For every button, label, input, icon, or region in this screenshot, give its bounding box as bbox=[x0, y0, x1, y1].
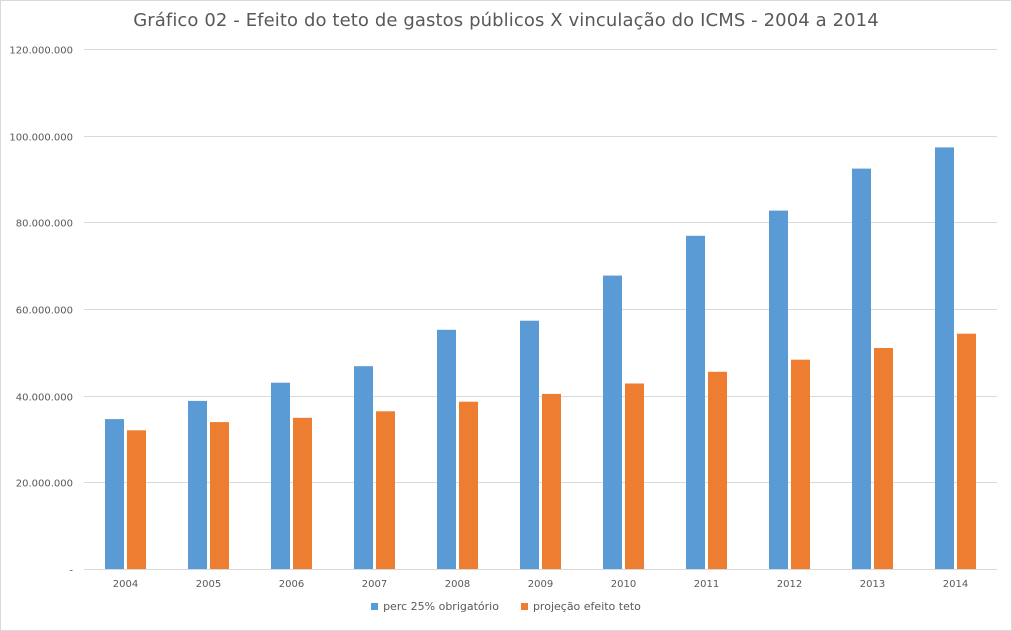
legend: perc 25% obrigatório projeção efeito tet… bbox=[0, 600, 1012, 613]
bar-projecao-2013 bbox=[874, 348, 893, 569]
legend-item-projecao: projeção efeito teto bbox=[520, 600, 641, 613]
y-tick-label-1: 20.000.000 bbox=[16, 479, 73, 490]
y-tick-label-3: 60.000.000 bbox=[16, 306, 73, 317]
bar-perc-25-2005 bbox=[188, 400, 207, 569]
x-tick-label-2014: 2014 bbox=[943, 579, 968, 590]
bar-projecao-2007 bbox=[376, 411, 395, 569]
bar-projecao-2014 bbox=[957, 333, 976, 569]
legend-item-perc-25: perc 25% obrigatório bbox=[371, 600, 499, 613]
bar-perc-25-2006 bbox=[271, 382, 290, 569]
x-tick-label-2011: 2011 bbox=[694, 579, 719, 590]
y-tick-label-4: 80.000.000 bbox=[16, 219, 73, 230]
bar-projecao-2005 bbox=[210, 422, 229, 569]
x-tick-label-2007: 2007 bbox=[362, 579, 387, 590]
x-tick-label-2009: 2009 bbox=[528, 579, 553, 590]
bar-perc-25-2010 bbox=[603, 275, 622, 569]
y-tick-label-2: 40.000.000 bbox=[16, 393, 73, 404]
bar-perc-25-2011 bbox=[686, 235, 705, 570]
x-tick-label-2008: 2008 bbox=[445, 579, 470, 590]
bar-projecao-2006 bbox=[293, 417, 312, 569]
y-tick-label-5: 100.000.000 bbox=[9, 133, 73, 144]
bar-projecao-2009 bbox=[542, 393, 561, 569]
y-tick-label-6: 120.000.000 bbox=[9, 46, 73, 57]
bar-perc-25-2008 bbox=[437, 329, 456, 569]
bar-perc-25-2004 bbox=[105, 419, 124, 569]
x-tick-label-2013: 2013 bbox=[860, 579, 885, 590]
bar-projecao-2012 bbox=[791, 359, 810, 569]
x-tick-label-2005: 2005 bbox=[196, 579, 221, 590]
bar-perc-25-2007 bbox=[354, 366, 373, 569]
legend-swatch-perc-25 bbox=[371, 603, 379, 610]
bar-projecao-2010 bbox=[625, 383, 644, 569]
bar-projecao-2004 bbox=[127, 430, 146, 569]
legend-label-perc-25: perc 25% obrigatório bbox=[383, 600, 499, 613]
bar-projecao-2008 bbox=[459, 401, 478, 569]
legend-label-projecao: projeção efeito teto bbox=[532, 600, 641, 613]
bar-perc-25-2014 bbox=[935, 147, 954, 569]
bar-projecao-2011 bbox=[708, 371, 727, 569]
legend-swatch-projecao bbox=[520, 603, 528, 610]
bar-perc-25-2012 bbox=[769, 210, 788, 569]
bar-perc-25-2013 bbox=[852, 168, 871, 569]
x-tick-label-2004: 2004 bbox=[113, 579, 138, 590]
bar-perc-25-2009 bbox=[520, 320, 539, 569]
x-tick-label-2012: 2012 bbox=[777, 579, 802, 590]
y-tick-label-0: - bbox=[69, 566, 73, 577]
chart-title: Gráfico 02 - Efeito do teto de gastos pú… bbox=[133, 10, 879, 31]
x-tick-label-2006: 2006 bbox=[279, 579, 304, 590]
x-tick-label-2010: 2010 bbox=[611, 579, 636, 590]
